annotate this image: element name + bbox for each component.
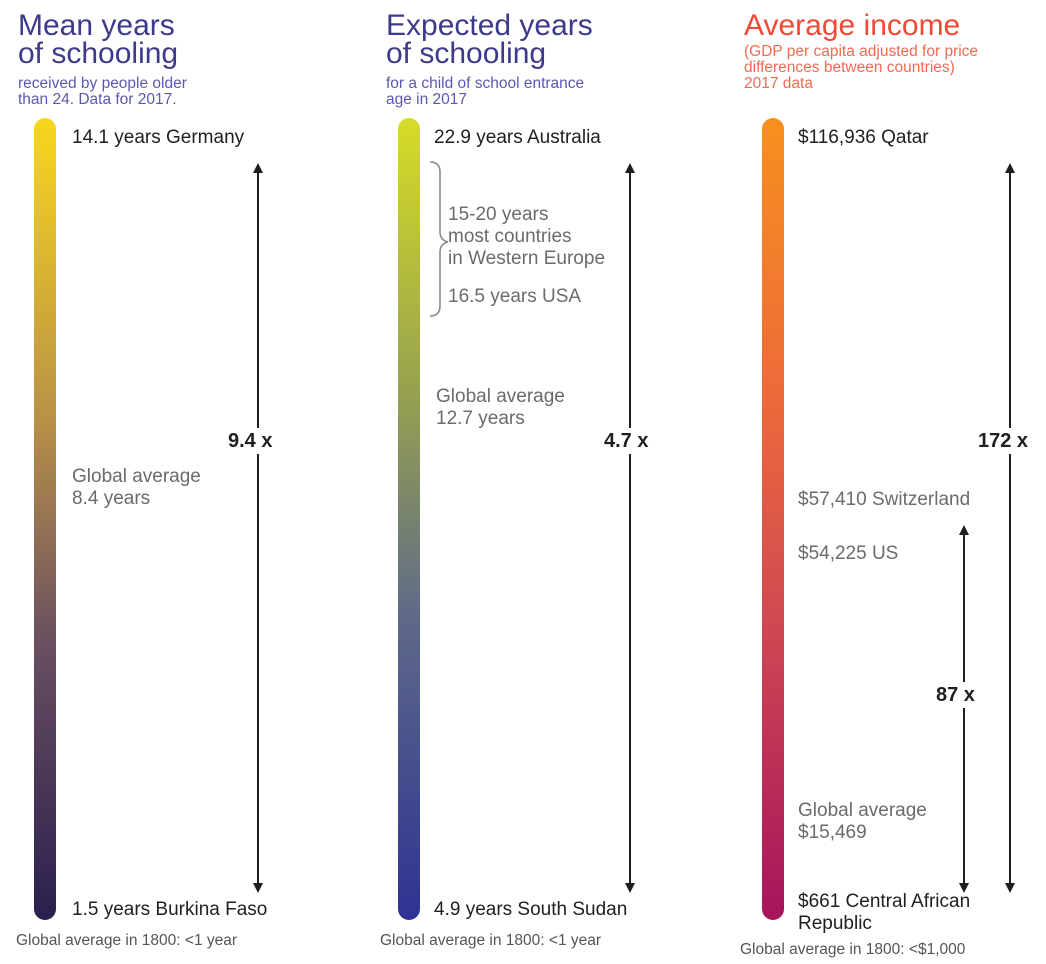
col3-inner-multiplier: 87 x [936, 682, 975, 708]
col1-footer: Global average in 1800: <1 year [16, 932, 238, 949]
col3-multiplier: 172 x [978, 428, 1029, 454]
col1-multiplier: 9.4 x [228, 428, 273, 454]
col3-gradient-bar [762, 118, 784, 920]
col1-gradient-bar [34, 118, 56, 920]
col1-top-label: 14.1 years Germany [72, 127, 245, 148]
col2-bottom-label: 4.9 years South Sudan [434, 899, 628, 920]
col2-top-label: 22.9 years Australia [434, 127, 601, 148]
col2-multiplier: 4.7 x [604, 428, 649, 454]
col1-bottom-label: 1.5 years Burkina Faso [72, 899, 268, 920]
col2-footer: Global average in 1800: <1 year [380, 932, 602, 949]
col3-switzerland-label: $57,410 Switzerland [798, 489, 971, 510]
col2-title: Expected years of schooling [386, 9, 593, 70]
col2-global-average: Global average 12.7 years [436, 386, 565, 429]
col3-title: Average income [744, 9, 961, 42]
col3-us-label: $54,225 US [798, 543, 899, 564]
col3-footer: Global average in 1800: <$1,000 [740, 941, 966, 958]
col2-usa-label: 16.5 years USA [448, 286, 582, 307]
col2-bracket-label: 15-20 years most countries in Western Eu… [448, 204, 606, 269]
western-europe-bracket [429, 161, 449, 317]
col2-gradient-bar [398, 118, 420, 920]
column-expected-years-schooling: Expected years of schooling for a child … [380, 9, 649, 949]
col1-title: Mean years of schooling [18, 9, 179, 70]
col1-global-average: Global average 8.4 years [72, 466, 201, 509]
col3-top-label: $116,936 Qatar [798, 127, 929, 148]
column-mean-years-schooling: Mean years of schooling received by peop… [0, 0, 340, 964]
col3-global-average: Global average $15,469 [798, 800, 927, 843]
col1-subtitle: received by people older than 24. Data f… [18, 75, 187, 108]
col3-subtitle: (GDP per capita adjusted for price diffe… [744, 43, 979, 92]
col3-bottom-label: $661 Central African Republic [798, 891, 971, 934]
col2-subtitle: for a child of school entrance age in 20… [386, 75, 585, 108]
